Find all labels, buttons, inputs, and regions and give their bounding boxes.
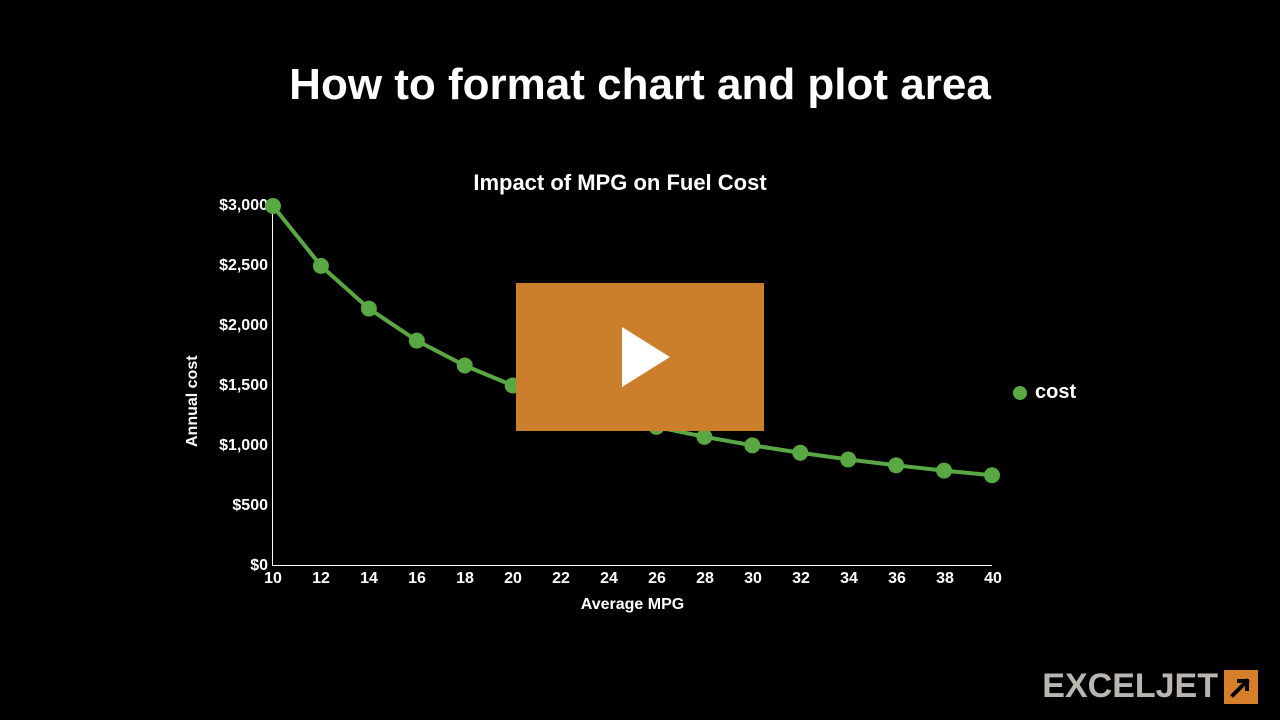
series-marker	[313, 258, 329, 274]
x-tick-label: 24	[600, 570, 618, 588]
series-marker	[888, 457, 904, 473]
x-tick-label: 22	[552, 570, 570, 588]
legend-marker-icon	[1013, 386, 1027, 400]
x-axis-title: Average MPG	[273, 596, 992, 614]
x-tick-label: 28	[696, 570, 714, 588]
x-tick-label: 40	[984, 570, 1002, 588]
series-marker	[409, 333, 425, 349]
x-tick-label: 34	[840, 570, 858, 588]
y-tick-label: $1,000	[219, 437, 268, 455]
series-marker	[457, 358, 473, 374]
play-button[interactable]	[516, 283, 764, 431]
play-icon	[622, 327, 670, 387]
chart-title: Impact of MPG on Fuel Cost	[180, 170, 1100, 196]
y-tick-label: $500	[232, 497, 268, 515]
x-tick-label: 36	[888, 570, 906, 588]
page-title: How to format chart and plot area	[0, 60, 1280, 110]
x-tick-label: 16	[408, 570, 426, 588]
y-axis-ticks: $0$500$1,000$1,500$2,000$2,500$3,000	[206, 206, 272, 566]
series-marker	[361, 301, 377, 317]
x-axis-ticks: 10121416182022242628303234363840	[273, 570, 992, 590]
series-marker	[936, 463, 952, 479]
x-tick-label: 32	[792, 570, 810, 588]
x-tick-label: 18	[456, 570, 474, 588]
series-marker	[744, 437, 760, 453]
x-tick-label: 26	[648, 570, 666, 588]
x-tick-label: 12	[312, 570, 330, 588]
series-marker	[840, 451, 856, 467]
y-tick-label: $1,500	[219, 377, 268, 395]
x-tick-label: 14	[360, 570, 378, 588]
y-tick-label: $2,000	[219, 317, 268, 335]
series-marker	[696, 429, 712, 445]
y-tick-label: $3,000	[219, 197, 268, 215]
brand-text: EXCELJET	[1042, 667, 1218, 706]
legend-label: cost	[1035, 381, 1076, 404]
brand-arrow-icon	[1224, 670, 1258, 704]
legend: cost	[1013, 381, 1076, 404]
brand-logo: EXCELJET	[1042, 667, 1258, 706]
x-tick-label: 20	[504, 570, 522, 588]
x-tick-label: 30	[744, 570, 762, 588]
y-tick-label: $2,500	[219, 257, 268, 275]
series-marker	[792, 445, 808, 461]
x-tick-label: 10	[264, 570, 282, 588]
y-axis-title: Annual cost	[180, 206, 206, 596]
series-marker	[984, 467, 1000, 483]
x-tick-label: 38	[936, 570, 954, 588]
series-marker	[265, 198, 281, 214]
